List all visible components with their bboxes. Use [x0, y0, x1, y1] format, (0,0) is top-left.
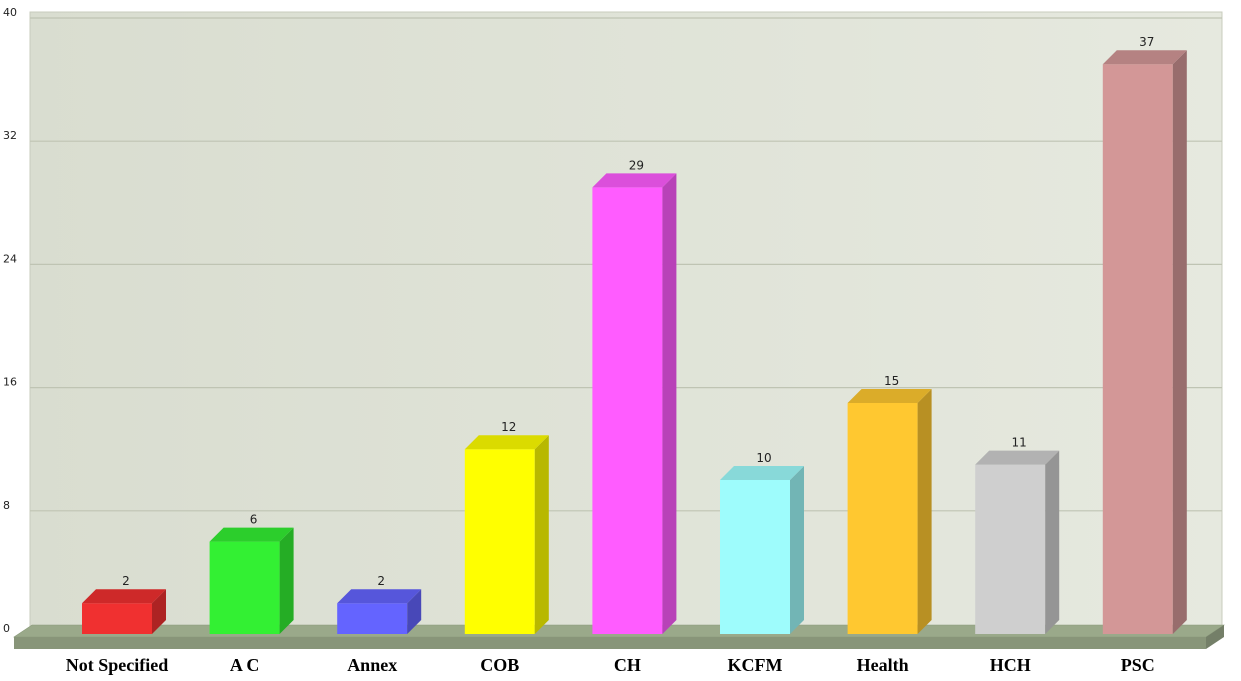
- y-tick-label: 8: [3, 499, 10, 512]
- bar-front: [847, 403, 918, 634]
- bar: [82, 589, 166, 634]
- y-tick-label: 16: [3, 376, 17, 389]
- bar-side: [662, 173, 677, 634]
- bar-top: [82, 589, 166, 604]
- data-label: 2: [377, 574, 385, 588]
- bar-side: [534, 435, 549, 634]
- bar-front: [209, 541, 280, 634]
- bar-side: [279, 527, 294, 634]
- data-label: 29: [629, 158, 644, 172]
- chart-floor-side: [1206, 625, 1224, 649]
- bar-front: [720, 480, 790, 634]
- bar-front: [592, 187, 663, 634]
- data-label: 12: [501, 420, 516, 434]
- bar-front: [1102, 64, 1173, 634]
- x-tick-label: COB: [480, 655, 519, 675]
- bar-side: [152, 589, 166, 634]
- data-label: 10: [756, 451, 771, 465]
- y-tick-label: 24: [3, 252, 17, 265]
- bar-side: [1045, 450, 1060, 634]
- data-label: 2: [122, 574, 130, 588]
- bar-side: [1172, 50, 1187, 634]
- bar-top: [847, 389, 932, 403]
- bar-side: [407, 589, 422, 634]
- bar: [209, 527, 294, 634]
- bar-top: [464, 435, 549, 450]
- bar-top: [720, 466, 804, 480]
- bar-front: [82, 603, 152, 634]
- bar: [975, 450, 1060, 634]
- chart-floor-front: [14, 637, 1206, 649]
- bar: [1102, 50, 1187, 634]
- x-tick-label: PSC: [1121, 655, 1155, 675]
- x-tick-label: HCH: [990, 655, 1031, 675]
- bar-side: [917, 389, 932, 634]
- bar-top: [975, 450, 1060, 465]
- x-tick-label: CH: [614, 655, 641, 675]
- bar-front: [975, 464, 1046, 634]
- x-tick-label: Health: [857, 655, 909, 675]
- data-label: 11: [1012, 436, 1027, 450]
- data-label: 15: [884, 374, 899, 388]
- bar-side: [790, 466, 804, 634]
- bar: [592, 173, 677, 634]
- bar: [720, 466, 804, 634]
- y-tick-label: 0: [3, 622, 10, 635]
- bar-front: [337, 603, 408, 634]
- bar-top: [1102, 50, 1187, 65]
- bar-top: [337, 589, 422, 604]
- bar-front: [464, 449, 535, 634]
- x-tick-label: KCFM: [728, 655, 783, 675]
- x-tick-label: A C: [230, 655, 260, 675]
- bar-top: [592, 173, 677, 188]
- bar: [847, 389, 932, 634]
- bar: [337, 589, 422, 634]
- y-tick-label: 32: [3, 129, 17, 142]
- data-label: 37: [1139, 35, 1154, 49]
- bar-top: [209, 527, 294, 542]
- x-tick-label: Annex: [347, 655, 397, 675]
- y-tick-label: 40: [3, 6, 17, 19]
- bar: [464, 435, 549, 634]
- x-tick-label: Not Specified: [66, 655, 169, 675]
- data-label: 6: [250, 513, 258, 527]
